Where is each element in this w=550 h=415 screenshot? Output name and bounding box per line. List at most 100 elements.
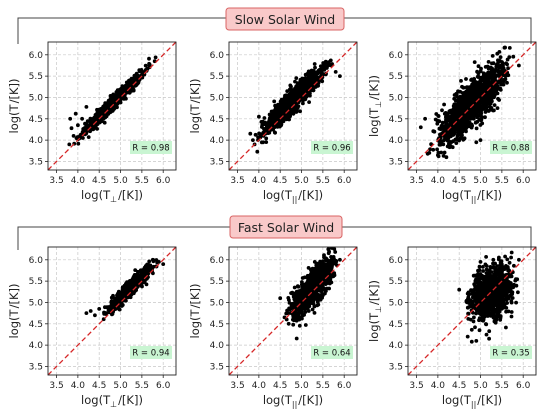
y-tick-label: 4.5	[210, 115, 224, 125]
data-point	[326, 247, 331, 252]
data-point	[128, 81, 133, 86]
data-point	[76, 123, 80, 128]
y-tick-label: 5.5	[29, 277, 43, 287]
data-point	[486, 60, 491, 64]
data-point	[298, 109, 302, 114]
x-tick-label: 4.0	[431, 176, 446, 186]
x-axis-label-main: log(T	[81, 188, 111, 202]
data-point	[116, 299, 120, 304]
data-point	[258, 132, 263, 137]
data-point	[465, 99, 470, 103]
data-point	[123, 85, 128, 90]
data-point	[474, 126, 479, 131]
y-axis-label-tail: /[K])	[7, 284, 21, 309]
data-point	[110, 312, 114, 317]
data-point	[260, 125, 264, 129]
data-point	[493, 75, 498, 80]
data-point	[505, 57, 510, 62]
data-point	[148, 266, 153, 271]
data-point	[507, 46, 512, 50]
data-point	[136, 269, 140, 274]
data-point	[76, 141, 81, 146]
data-points	[67, 55, 158, 147]
data-point	[478, 77, 483, 82]
data-point	[461, 85, 466, 90]
x-axis-label-sub: ||	[471, 195, 476, 204]
x-axis-label-tail: /[K])	[118, 393, 143, 407]
x-tick-label: 4.5	[273, 176, 287, 186]
data-point	[131, 88, 135, 93]
data-point	[435, 147, 439, 152]
data-point	[444, 123, 449, 128]
data-point	[269, 117, 274, 122]
data-point	[261, 140, 265, 145]
data-point	[294, 110, 299, 114]
data-point	[511, 54, 516, 59]
data-point	[457, 103, 462, 108]
data-points	[248, 58, 342, 154]
y-tick-label: 5.5	[210, 277, 224, 287]
data-point	[502, 45, 507, 50]
y-axis-label-main: log(T	[7, 103, 21, 133]
data-point	[84, 311, 89, 315]
data-point	[439, 124, 444, 128]
data-point	[121, 293, 125, 298]
y-axis-label: log(T⊥/[K])	[367, 75, 383, 137]
data-point	[84, 126, 89, 131]
data-point	[131, 283, 135, 287]
x-tick-label: 3.5	[230, 381, 244, 391]
data-point	[279, 105, 283, 110]
data-point	[437, 119, 442, 124]
data-point	[294, 76, 299, 80]
data-point	[144, 282, 149, 287]
identity-line	[47, 41, 177, 171]
data-point	[153, 55, 158, 60]
data-point	[465, 93, 470, 97]
x-axis-label-main: log(T	[442, 188, 472, 202]
slow-solar-wind-title: Slow Solar Wind	[235, 12, 336, 27]
data-point	[321, 259, 325, 263]
y-tick-label: 3.5	[29, 157, 43, 167]
data-point	[278, 102, 283, 107]
data-point	[109, 295, 114, 300]
y-axis-label-tail: /[K])	[367, 75, 381, 100]
x-tick-label: 6.0	[156, 176, 171, 186]
data-point	[478, 138, 483, 143]
x-tick-label: 4.0	[252, 176, 267, 186]
data-point	[418, 125, 423, 130]
data-point	[499, 81, 503, 86]
data-point	[97, 307, 102, 311]
data-point	[456, 95, 461, 100]
data-point	[312, 260, 317, 264]
data-point	[312, 311, 317, 315]
scatter-panel-3: 3.5 4.0 4.5 5.0 5.5 6.03.54.04.55.05.56.0R = …	[367, 41, 537, 204]
data-point	[448, 140, 452, 144]
data-point	[479, 66, 483, 71]
data-point	[323, 263, 327, 268]
data-point	[262, 116, 267, 120]
data-point	[73, 111, 78, 116]
data-point	[446, 111, 451, 116]
data-point	[248, 131, 253, 136]
y-tick-label: 3.5	[210, 362, 224, 372]
data-point	[69, 126, 74, 131]
data-point	[497, 59, 502, 63]
data-point	[264, 126, 268, 131]
y-tick-label: 6.0	[210, 256, 225, 266]
data-point	[74, 136, 79, 141]
data-point	[86, 135, 91, 140]
data-point	[272, 113, 277, 118]
data-point	[311, 86, 315, 91]
data-point	[303, 310, 308, 314]
x-axis-label-main: log(T	[81, 393, 111, 407]
data-point	[439, 139, 444, 144]
data-point	[464, 77, 468, 81]
x-tick-label: 3.5	[49, 176, 63, 186]
data-point	[263, 120, 268, 125]
y-tick-label: 4.5	[29, 320, 43, 330]
x-axis-label: log(T||/[K])	[263, 188, 323, 204]
data-point	[313, 77, 318, 81]
x-axis-label-main: log(T	[263, 188, 293, 202]
x-tick-label: 6.0	[337, 381, 352, 391]
data-point	[296, 284, 301, 289]
